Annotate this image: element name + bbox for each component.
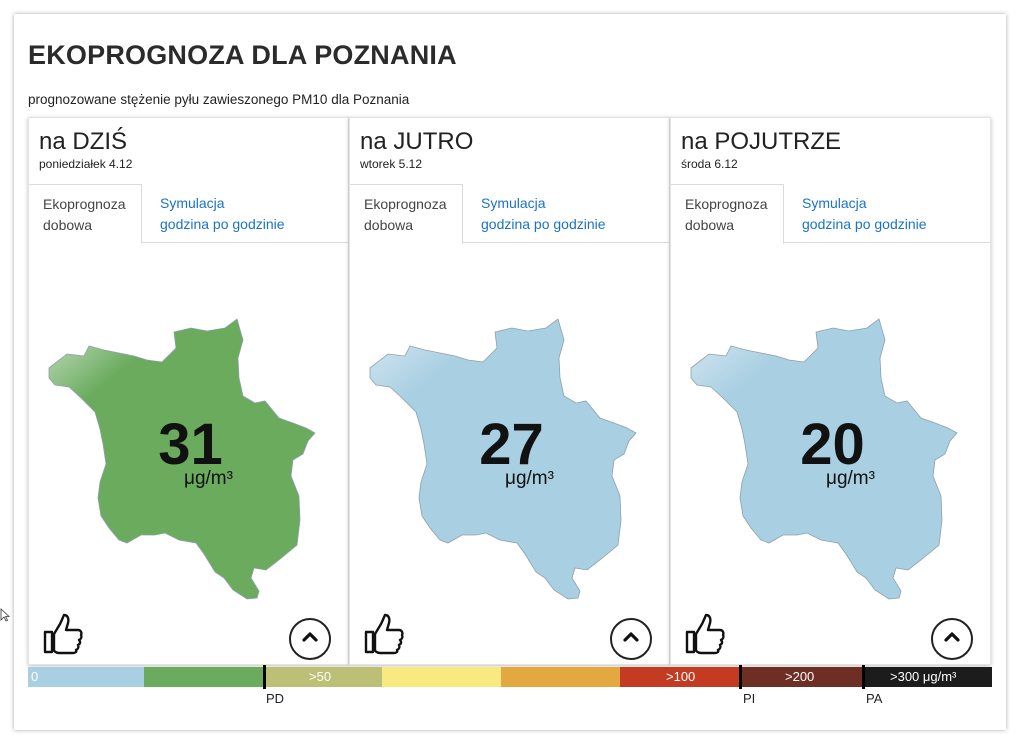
scale-label-pd: PD — [266, 691, 285, 706]
tab-daily-forecast[interactable]: Ekoprognoza dobowa — [29, 184, 142, 244]
card-day-label: na DZIŚ — [39, 128, 128, 155]
card-date: środa 6.12 — [681, 157, 738, 171]
thumbs-up-icon[interactable] — [41, 612, 85, 656]
expand-button[interactable] — [931, 618, 973, 660]
ekoprognoza-panel: EKOPROGNOZA DLA POZNANIA prognozowane st… — [14, 14, 1006, 730]
scale-segment-label: >100 — [666, 669, 696, 684]
card-tabs: Ekoprognoza dobowa Symulacja godzina po … — [29, 184, 348, 244]
mouse-cursor-icon — [0, 608, 10, 622]
tab-hourly-simulation[interactable]: Symulacja godzina po godzinie — [481, 195, 606, 232]
poznan-district-shape — [690, 318, 958, 600]
scale-label-pi: PI — [743, 691, 756, 706]
pm10-value: 20 — [800, 412, 865, 477]
thumbs-up-icon[interactable] — [362, 612, 406, 656]
scale-segment-label: >300 μg/m³ — [890, 669, 957, 684]
card-tabs: Ekoprognoza dobowa Symulacja godzina po … — [671, 184, 990, 244]
tab-hourly-simulation[interactable]: Symulacja godzina po godzinie — [160, 195, 285, 232]
chevron-up-icon — [621, 627, 641, 652]
scale-segment: >300 μg/m³ — [862, 667, 992, 687]
thumbs-up-icon[interactable] — [683, 612, 727, 656]
scale-segment — [501, 667, 620, 687]
card-date: poniedziałek 4.12 — [39, 157, 133, 171]
card-date: wtorek 5.12 — [360, 157, 423, 171]
forecast-card-day-after: na POJUTRZE środa 6.12 Ekoprognoza dobow… — [670, 117, 991, 665]
scale-segment-label: 0 — [31, 669, 39, 684]
pm10-unit: μg/m³ — [184, 468, 233, 489]
pm10-value: 27 — [479, 412, 544, 477]
scale-marker-pd — [263, 665, 266, 689]
chevron-up-icon — [942, 627, 962, 652]
chevron-up-icon — [300, 627, 320, 652]
forecast-cards: na DZIŚ poniedziałek 4.12 Ekoprognoza do… — [28, 117, 992, 665]
scale-label-pa: PA — [866, 691, 883, 706]
scale-marker-pi — [739, 665, 742, 689]
pm10-value: 31 — [158, 412, 223, 477]
forecast-card-today: na DZIŚ poniedziałek 4.12 Ekoprognoza do… — [28, 117, 349, 665]
poznan-map — [350, 308, 671, 608]
forecast-card-tomorrow: na JUTRO wtorek 5.12 Ekoprognoza dobowa … — [349, 117, 670, 665]
scale-segment: 0 — [28, 667, 144, 687]
scale-segment: >50 — [263, 667, 382, 687]
tab-daily-forecast[interactable]: Ekoprognoza dobowa — [671, 184, 784, 244]
scale-segment — [382, 667, 501, 687]
card-day-label: na JUTRO — [360, 128, 474, 155]
poznan-map — [29, 308, 350, 608]
scale-segment: >100 — [620, 667, 739, 687]
scale-segment — [144, 667, 263, 687]
tab-daily-forecast[interactable]: Ekoprognoza dobowa — [350, 184, 463, 244]
page-title: EKOPROGNOZA DLA POZNANIA — [28, 40, 457, 70]
poznan-district-shape — [369, 318, 637, 600]
tab-hourly-simulation[interactable]: Symulacja godzina po godzinie — [802, 195, 927, 232]
card-tabs: Ekoprognoza dobowa Symulacja godzina po … — [350, 184, 669, 244]
scale-segment: >200 — [739, 667, 862, 687]
poznan-map — [671, 308, 992, 608]
pm10-unit: μg/m³ — [826, 468, 875, 489]
card-day-label: na POJUTRZE — [681, 128, 842, 155]
scale-segment-label: >50 — [309, 669, 332, 684]
pm10-unit: μg/m³ — [505, 468, 554, 489]
expand-button[interactable] — [610, 618, 652, 660]
expand-button[interactable] — [289, 618, 331, 660]
pollution-scale: 0 >50 >100 >200 >300 μg/m³ — [28, 667, 992, 687]
scale-segment-label: >200 — [785, 669, 815, 684]
poznan-district-shape — [48, 318, 316, 600]
scale-marker-pa — [862, 665, 865, 689]
page-subtitle: prognozowane stężenie pyłu zawieszonego … — [28, 92, 410, 107]
